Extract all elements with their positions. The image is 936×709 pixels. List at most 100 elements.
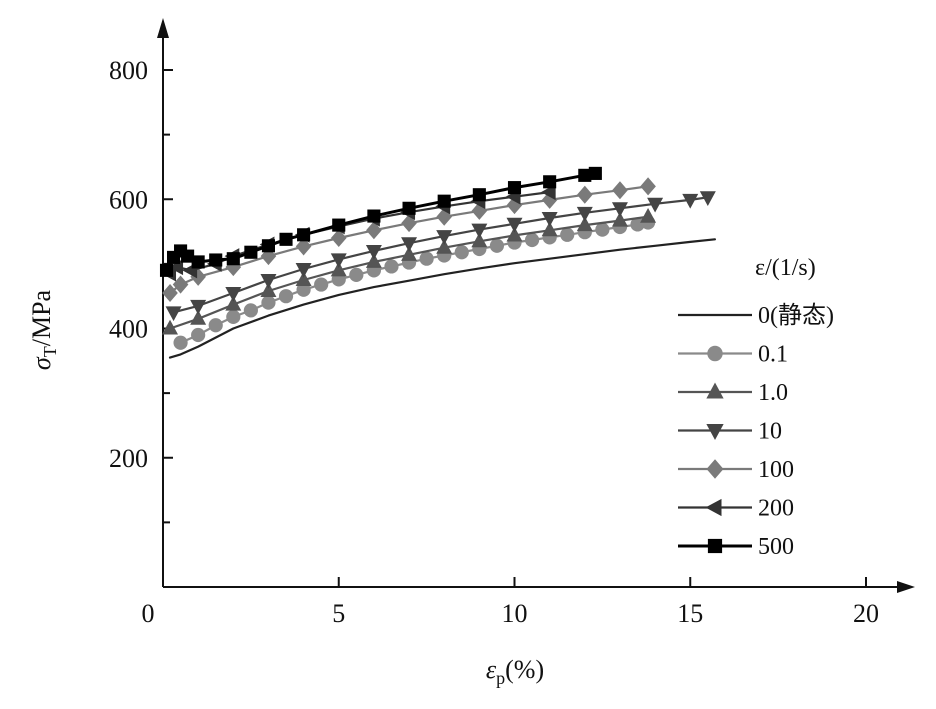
x-tick-label: 0: [142, 599, 155, 628]
legend-swatch-marker: [706, 459, 724, 479]
data-point: [225, 295, 242, 311]
legend-label: 0.1: [758, 342, 788, 368]
series-3: [165, 191, 716, 322]
data-point: [436, 238, 453, 254]
data-point: [295, 271, 312, 287]
y-axis-label-sub: T: [40, 346, 60, 357]
series-1: [173, 215, 656, 350]
legend-item: 100: [678, 457, 794, 483]
data-point: [365, 244, 382, 260]
legend-item: 1.0: [678, 380, 788, 406]
data-point: [243, 303, 258, 318]
data-point: [260, 274, 277, 289]
data-point: [297, 228, 311, 242]
data-point: [209, 253, 223, 267]
y-tick-label: 800: [109, 56, 148, 85]
data-point: [699, 191, 716, 207]
data-point: [640, 207, 657, 223]
series-line: [168, 185, 650, 295]
data-point: [366, 221, 382, 240]
data-point: [454, 245, 469, 260]
data-point: [226, 309, 241, 324]
data-point: [172, 275, 189, 294]
data-point: [330, 261, 347, 277]
data-point: [314, 277, 329, 292]
legend-label: 200: [758, 496, 794, 522]
x-axis-arrow-icon: [897, 581, 915, 593]
data-point: [436, 230, 453, 245]
data-point: [576, 216, 593, 232]
data-point: [540, 184, 556, 201]
data-point: [261, 295, 276, 310]
legend-label: 10: [758, 419, 782, 445]
x-tick-label: 10: [502, 599, 528, 628]
legend-swatch-marker: [707, 538, 723, 554]
data-point: [682, 193, 699, 209]
y-axis-arrow-icon: [157, 18, 169, 38]
data-point: [611, 211, 628, 227]
data-point: [159, 263, 174, 277]
data-point: [507, 181, 522, 195]
data-point: [225, 286, 242, 302]
legend-item: 0.1: [678, 342, 788, 368]
data-point: [612, 181, 628, 200]
data-point: [402, 201, 416, 215]
data-point: [278, 289, 294, 304]
data-point: [489, 238, 505, 253]
x-tick-label: 15: [677, 599, 703, 628]
x-tick-label: 20: [853, 599, 879, 628]
data-point: [384, 259, 399, 274]
data-point: [401, 246, 418, 261]
data-point: [244, 245, 258, 259]
legend-swatch-marker: [705, 498, 722, 517]
legend-item: 500: [678, 534, 794, 560]
y-tick-label: 600: [109, 185, 148, 214]
legend-swatch-marker: [707, 345, 723, 362]
data-point: [472, 188, 486, 202]
legend-label: 500: [758, 534, 794, 560]
series-line: [168, 238, 717, 359]
data-point: [506, 226, 523, 242]
data-point: [190, 310, 207, 325]
x-axis-label-symbol: ε: [486, 655, 497, 684]
series-line: [179, 221, 650, 344]
data-point: [595, 222, 610, 237]
data-point: [173, 335, 188, 350]
y-tick-label: 200: [109, 444, 148, 473]
data-point: [162, 319, 179, 335]
data-point: [162, 283, 178, 302]
data-point: [190, 299, 207, 315]
data-point: [588, 166, 602, 180]
legend-label: 0(静态): [758, 302, 834, 329]
x-axis-label-unit: (%): [505, 655, 544, 684]
legend-swatch-marker: [706, 424, 724, 440]
legend-item: 10: [678, 419, 782, 445]
data-point: [332, 218, 346, 232]
data-point: [524, 232, 540, 248]
data-point: [506, 217, 523, 233]
series-2: [162, 207, 657, 335]
data-point: [401, 214, 417, 233]
data-point: [611, 202, 628, 218]
data-point: [401, 237, 418, 252]
data-point: [471, 232, 488, 248]
data-point: [367, 209, 381, 223]
data-point: [543, 175, 557, 189]
x-axis-label: εp(%): [486, 655, 544, 688]
y-tick-label: 400: [109, 315, 148, 344]
series-layer: [159, 166, 717, 359]
series-6: [159, 166, 602, 277]
data-point: [541, 221, 558, 237]
legend-swatch-marker: [706, 382, 724, 399]
data-point: [260, 282, 277, 298]
legend-label: 100: [758, 457, 794, 483]
data-point: [261, 239, 275, 253]
data-point: [419, 251, 434, 266]
data-point: [560, 227, 575, 242]
data-point: [295, 237, 312, 256]
legend-title: ε/(1/s): [755, 255, 816, 281]
y-axis-label-symbol: σ: [27, 356, 56, 370]
legend-item: 200: [678, 496, 794, 522]
x-tick-label: 5: [332, 599, 345, 628]
